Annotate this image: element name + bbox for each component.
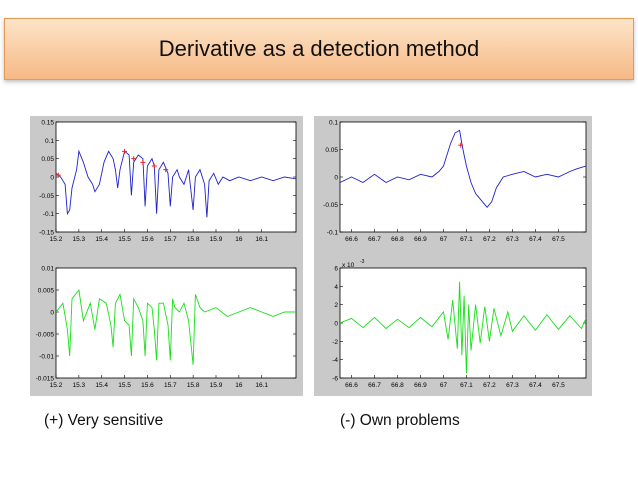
right-derivative-chart: 66.6 66.7 66.8 66.9 67 67.1 67.2 67.3 67.4 67.5 6 4… (332, 259, 587, 389)
left-signal-xtick-label: 15.6 (141, 236, 154, 243)
left-derivative-xtick-label: 16.1 (255, 382, 268, 389)
left-signal-plot-area (55, 121, 297, 233)
left-signal-peak-marker (163, 167, 169, 173)
right-derivative-xtick-label: 67.1 (460, 382, 473, 389)
left-signal-ytick-label: -0.1 (43, 211, 55, 218)
left-signal-xtick-label: 15.7 (164, 236, 177, 243)
left-signal-ytick-label: -0.15 (39, 230, 54, 237)
right-caption: (-) Own problems (340, 412, 460, 429)
left-signal-xtick-label: 15.8 (187, 236, 200, 243)
left-signal-ytick-label: 0.05 (41, 156, 54, 163)
left-derivative-xtick-label: 15.9 (210, 382, 223, 389)
left-derivative-ytick-label: -0.01 (39, 354, 54, 361)
left-derivative-series-line (56, 288, 296, 365)
right-signal-xtick-label: 67.5 (552, 236, 565, 243)
right-derivative-exponent-power: -3 (360, 259, 365, 265)
slide-title: Derivative as a detection method (158, 36, 480, 61)
right-derivative-exponent-label: x 10 (342, 262, 355, 269)
left-signal-peak-marker (122, 148, 128, 154)
left-signal-ytick-label: -0.05 (39, 193, 54, 200)
left-derivative-xtick-label: 15.7 (164, 382, 177, 389)
right-derivative-ytick-label: -6 (332, 376, 338, 383)
right-signal-ytick-label: -0.05 (323, 202, 338, 209)
right-signal-xtick-label: 67.4 (529, 236, 542, 243)
right-signal-xtick-label: 66.9 (414, 236, 427, 243)
left-signal-xtick-label: 16.1 (255, 236, 268, 243)
left-derivative-xtick-label: 15.5 (118, 382, 131, 389)
right-signal-xtick-label: 67.1 (460, 236, 473, 243)
right-figure-panel: 66.6 66.7 66.8 66.9 67 67.1 67.2 67.3 67.4 67.5 0.… (314, 116, 592, 396)
right-signal-xtick-label: 67.2 (483, 236, 496, 243)
left-signal-chart: 15.2 15.3 15.4 15.5 15.6 15.7 15.8 15.9 16 16.1 0.… (39, 120, 297, 243)
left-signal-ytick-label: 0 (50, 175, 54, 182)
left-signal-peak-marker (55, 172, 61, 178)
left-signal-xtick-label: 15.9 (210, 236, 223, 243)
right-derivative-xtick-label: 67.2 (483, 382, 496, 389)
right-signal-series-line (340, 129, 586, 209)
left-signal-series-line (56, 149, 296, 218)
right-derivative-ytick-label: 2 (334, 302, 338, 309)
left-signal-xtick-label: 15.5 (118, 236, 131, 243)
left-signal-xtick-label: 15.3 (73, 236, 86, 243)
left-caption: (+) Very sensitive (44, 412, 164, 429)
right-derivative-xtick-label: 67.4 (529, 382, 542, 389)
right-signal-peak-marker (458, 142, 464, 148)
right-derivative-ytick-label: 4 (334, 284, 338, 291)
right-derivative-ytick-label: -4 (332, 357, 338, 364)
left-derivative-ytick-label: -0.005 (36, 332, 55, 339)
right-signal-ytick-label: -0.1 (327, 230, 339, 237)
left-derivative-ytick-label: -0.015 (36, 376, 55, 383)
right-derivative-xtick-label: 67.5 (552, 382, 565, 389)
right-signal-ytick-label: 0.1 (329, 120, 338, 127)
right-derivative-ytick-label: 0 (334, 321, 338, 328)
right-signal-xtick-label: 66.8 (391, 236, 404, 243)
right-derivative-ytick-label: -2 (332, 339, 338, 346)
left-derivative-chart: 15.2 15.3 15.4 15.5 15.6 15.7 15.8 15.9 16 16.1 0.… (36, 266, 297, 389)
left-signal-peak-marker (131, 156, 137, 162)
left-figure-panel: 15.2 15.3 15.4 15.5 15.6 15.7 15.8 15.9 16 16.1 0.… (30, 116, 303, 396)
right-derivative-xtick-label: 66.7 (368, 382, 381, 389)
left-derivative-xtick-label: 15.8 (187, 382, 200, 389)
left-derivative-xtick-label: 16 (235, 382, 243, 389)
right-signal-ytick-label: 0 (334, 175, 338, 182)
left-derivative-xtick-label: 15.6 (141, 382, 154, 389)
right-derivative-xtick-label: 66.8 (391, 382, 404, 389)
left-derivative-ytick-label: 0 (50, 310, 54, 317)
right-signal-xtick-label: 66.6 (345, 236, 358, 243)
left-signal-ytick-label: 0.1 (45, 138, 54, 145)
left-derivative-xtick-label: 15.4 (95, 382, 108, 389)
left-signal-peak-marker (140, 159, 146, 165)
right-signal-ytick-label: 0.05 (325, 147, 338, 154)
right-signal-chart: 66.6 66.7 66.8 66.9 67 67.1 67.2 67.3 67.4 67.5 0.… (323, 120, 587, 243)
left-derivative-xtick-label: 15.3 (73, 382, 86, 389)
right-derivative-xtick-label: 67 (440, 382, 448, 389)
left-derivative-plot-area (55, 267, 297, 379)
left-signal-xtick-label: 15.2 (50, 236, 63, 243)
right-signal-plot-area (339, 121, 587, 233)
left-signal-ytick-label: 0.15 (41, 120, 54, 127)
left-signal-xtick-label: 15.4 (95, 236, 108, 243)
left-signal-peak-marker (151, 163, 157, 169)
right-derivative-series-line (340, 281, 586, 374)
right-derivative-ytick-label: 6 (334, 266, 338, 273)
right-signal-xtick-label: 67 (440, 236, 448, 243)
left-derivative-ytick-label: 0.005 (38, 288, 55, 295)
right-derivative-xtick-label: 66.9 (414, 382, 427, 389)
slide-title-bar: Derivative as a detection method (4, 18, 634, 80)
right-derivative-xtick-label: 67.3 (506, 382, 519, 389)
right-derivative-xtick-label: 66.6 (345, 382, 358, 389)
left-derivative-xtick-label: 15.2 (50, 382, 63, 389)
left-signal-xtick-label: 16 (235, 236, 243, 243)
right-signal-xtick-label: 67.3 (506, 236, 519, 243)
left-derivative-ytick-label: 0.01 (41, 266, 54, 273)
right-signal-xtick-label: 66.7 (368, 236, 381, 243)
